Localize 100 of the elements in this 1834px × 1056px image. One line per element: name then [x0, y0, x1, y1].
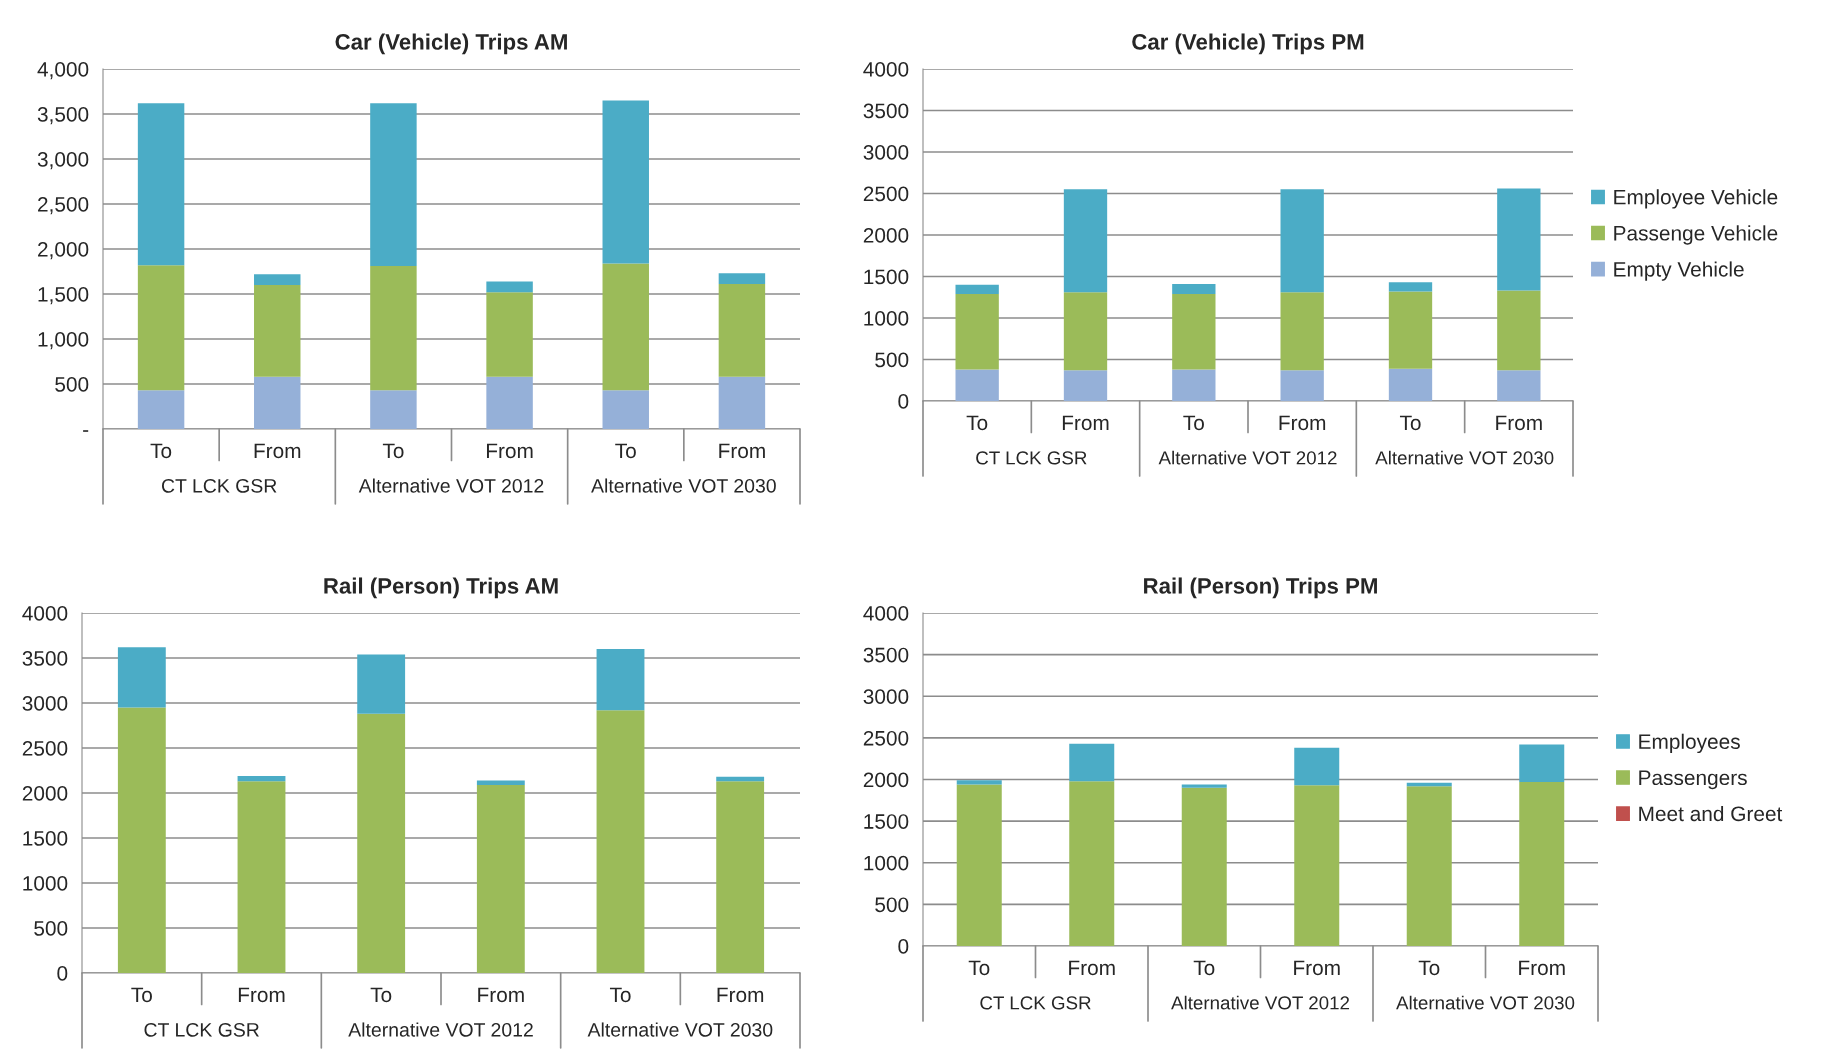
bar: [254, 274, 301, 285]
bar: [1406, 782, 1452, 787]
bar: [1172, 293, 1216, 370]
bar: [1280, 370, 1324, 401]
bar: [1063, 189, 1108, 293]
bar: [254, 376, 301, 429]
bar: [1280, 189, 1324, 293]
text: Alternative VOT 2012: [358, 478, 544, 493]
bar: [716, 781, 765, 973]
bar: [1280, 292, 1324, 371]
bar: [237, 781, 286, 973]
bar: [1406, 786, 1452, 946]
bar: [1063, 292, 1108, 371]
x-tick-label: To: [1399, 415, 1421, 431]
legend-label: Passengers: [1639, 770, 1747, 790]
bar: [1063, 370, 1108, 401]
y-tick-label: 1500: [864, 814, 909, 829]
text: CT LCK GSR: [144, 1022, 259, 1037]
y-tick-label: 3500: [863, 103, 909, 119]
bar: [1519, 744, 1565, 782]
y-tick-label: 0: [57, 966, 68, 981]
y-tick-label: 3500: [22, 651, 68, 666]
bar: [476, 784, 525, 973]
legend-label: Employees: [1639, 733, 1740, 754]
bar: [1181, 784, 1227, 788]
bar: [486, 292, 533, 377]
text: CT LCK GSR: [976, 451, 1087, 465]
y-tick-label: 2,000: [38, 242, 89, 260]
x-tick-label: From: [1294, 960, 1340, 976]
bar: [254, 285, 301, 377]
text: CT LCK GSR: [161, 478, 277, 493]
bar: [1181, 787, 1227, 946]
text: CT LCK GSR: [980, 996, 1091, 1010]
y-tick-label: 500: [55, 377, 89, 392]
y-tick-label: 2500: [863, 730, 909, 746]
y-tick-label: 2500: [22, 741, 68, 756]
bar: [1519, 782, 1565, 946]
bar: [117, 647, 166, 708]
y-tick-label: 1,000: [38, 332, 89, 350]
bar: [1294, 785, 1340, 946]
bar: [602, 100, 649, 264]
x-tick-label: From: [719, 443, 765, 459]
y-tick-label: 500: [34, 921, 68, 936]
x-tick-label: From: [717, 987, 764, 1003]
x-tick-label: From: [478, 987, 524, 1003]
bar: [956, 780, 1002, 785]
bar: [117, 707, 166, 973]
y-tick-label: 3500: [863, 647, 909, 663]
legend-label: Meet and Greet: [1639, 805, 1783, 822]
x-tick-label: From: [1062, 415, 1109, 431]
bar: [137, 390, 185, 429]
bar: [1172, 369, 1216, 401]
y-tick-label: 1,500: [38, 287, 89, 305]
y-tick-label: 2,500: [38, 197, 89, 215]
bar: [370, 266, 417, 391]
chart-title: Rail (Person) Trips AM: [324, 577, 558, 599]
bar: [1497, 188, 1541, 291]
y-tick-label: 2000: [22, 786, 68, 801]
x-tick-label: To: [1418, 960, 1440, 976]
bar: [1069, 743, 1115, 782]
bar: [237, 775, 286, 782]
x-tick-label: To: [615, 443, 636, 459]
x-tick-label: To: [968, 960, 990, 976]
bar: [486, 281, 533, 293]
bar: [370, 390, 417, 429]
x-tick-label: To: [1193, 960, 1215, 976]
y-tick-label: 4000: [863, 606, 909, 621]
text: Alternative VOT 2030: [1396, 995, 1575, 1010]
y-tick-label: 0: [898, 394, 909, 409]
bar: [718, 273, 766, 285]
y-tick-label: 1000: [23, 876, 68, 891]
bar: [137, 265, 185, 391]
bar: [955, 284, 999, 294]
x-tick-label: From: [238, 987, 285, 1003]
bar: [357, 713, 406, 973]
bar: [602, 390, 649, 429]
y-tick-label: 1500: [23, 831, 68, 846]
chart-title: Car (Vehicle) Trips PM: [1132, 33, 1364, 55]
x-tick-label: From: [1279, 415, 1326, 431]
bar: [1294, 747, 1340, 786]
y-tick-label: 3,000: [37, 152, 89, 170]
text: Alternative VOT 2012: [1171, 995, 1350, 1010]
x-tick-label: To: [150, 443, 172, 459]
bar: [1172, 283, 1216, 294]
bar: [1388, 282, 1433, 292]
y-tick-label: 1000: [864, 311, 909, 326]
bar: [596, 649, 645, 711]
y-tick-label: 4000: [22, 606, 68, 621]
bar: [955, 293, 999, 370]
y-tick-label: -: [83, 430, 89, 432]
y-tick-label: 3000: [863, 689, 909, 704]
x-tick-label: To: [370, 987, 392, 1003]
bar: [1388, 291, 1433, 369]
x-tick-label: To: [609, 987, 631, 1003]
y-tick-label: 4000: [863, 62, 909, 77]
legend-label: Passenge Vehicle: [1614, 225, 1778, 245]
bar: [718, 376, 766, 429]
y-tick-label: 2000: [863, 228, 909, 243]
bar: [602, 263, 649, 391]
x-tick-label: To: [131, 987, 152, 1003]
